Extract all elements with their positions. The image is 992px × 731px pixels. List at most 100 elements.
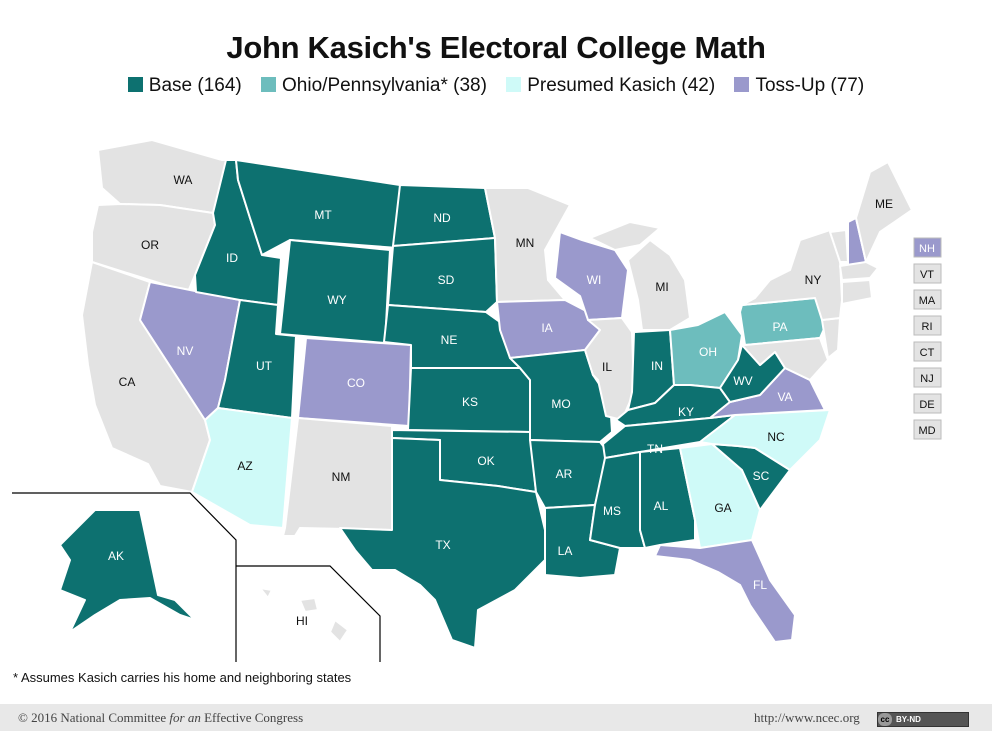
box-ma[interactable] <box>913 289 942 310</box>
legend-swatch-ohio-pennsylvania <box>261 77 277 92</box>
label-ga: GA <box>714 501 731 515</box>
state-hi[interactable] <box>259 587 349 643</box>
legend-label-ohio-pennsylvania: Ohio/Pennsylvania* (38) <box>282 75 487 96</box>
label-la: LA <box>558 544 573 558</box>
label-ak: AK <box>108 549 124 563</box>
box-nh[interactable] <box>913 237 942 258</box>
label-wi: WI <box>587 273 602 287</box>
label-wv: WV <box>733 374 752 388</box>
state-mn[interactable] <box>484 187 571 303</box>
box-label-nj: NJ <box>920 373 933 385</box>
state-il[interactable] <box>584 317 635 421</box>
label-in: IN <box>651 359 663 373</box>
label-ia: IA <box>541 321 552 335</box>
state-wa[interactable] <box>97 139 229 214</box>
label-al: AL <box>654 499 669 513</box>
footer: © 2016 National Committee for an Effecti… <box>0 704 992 731</box>
label-id: ID <box>226 251 238 265</box>
box-ri[interactable] <box>913 315 942 336</box>
label-ks: KS <box>462 395 478 409</box>
label-me: ME <box>875 197 893 211</box>
label-az: AZ <box>237 459 252 473</box>
state-wy[interactable] <box>279 239 391 344</box>
label-ca: CA <box>119 375 136 389</box>
label-ms: MS <box>603 504 621 518</box>
label-fl: FL <box>753 578 767 592</box>
state-az[interactable] <box>191 407 293 529</box>
box-label-ri: RI <box>922 321 933 333</box>
label-mt: MT <box>314 208 332 222</box>
label-wy: WY <box>327 293 346 307</box>
state-fl[interactable] <box>654 539 796 643</box>
box-label-ct: CT <box>920 347 935 359</box>
box-vt[interactable] <box>913 263 942 284</box>
legend-label-toss-up: Toss-Up (77) <box>755 75 865 96</box>
label-tx: TX <box>435 538 450 552</box>
label-va: VA <box>777 390 792 404</box>
label-mi: MI <box>655 280 668 294</box>
state-tx[interactable] <box>339 437 546 649</box>
footnote: * Assumes Kasich carries his home and ne… <box>13 670 352 685</box>
label-pa: PA <box>772 320 787 334</box>
state-me[interactable] <box>855 161 913 263</box>
cc-license-badge[interactable]: cc BY-ND <box>877 712 969 727</box>
label-tn: TN <box>647 442 663 456</box>
label-co: CO <box>347 376 365 390</box>
state-ak[interactable] <box>59 509 196 633</box>
label-nc: NC <box>767 430 785 444</box>
state-ct-ri[interactable] <box>841 279 873 305</box>
label-il: IL <box>602 360 612 374</box>
legend-label-base: Base (164) <box>148 75 242 96</box>
state-md-de[interactable] <box>741 337 829 381</box>
label-sc: SC <box>753 469 770 483</box>
label-ny: NY <box>805 273 822 287</box>
label-mo: MO <box>551 397 570 411</box>
box-label-vt: VT <box>920 269 934 281</box>
label-nd: ND <box>433 211 451 225</box>
label-nv: NV <box>177 344 194 358</box>
label-ky: KY <box>678 405 694 419</box>
label-or: OR <box>141 238 159 252</box>
small-state-boxes: NH VT MA RI CT NJ DE MD <box>913 237 942 440</box>
state-ut[interactable] <box>217 299 297 419</box>
copyright-text: © 2016 National Committee <box>18 710 170 725</box>
state-ma[interactable] <box>839 261 879 281</box>
box-label-de: DE <box>919 399 934 411</box>
box-label-md: MD <box>918 425 935 437</box>
box-label-ma: MA <box>919 295 936 307</box>
legend-item-ohio-pennsylvania: Ohio/Pennsylvania* (38) <box>261 75 487 97</box>
box-label-nh: NH <box>919 243 935 255</box>
legend-swatch-base <box>127 77 143 92</box>
legend-label-presumed-kasich: Presumed Kasich (42) <box>527 75 716 96</box>
label-ok: OK <box>477 454 494 468</box>
legend-item-presumed-kasich: Presumed Kasich (42) <box>506 75 715 97</box>
box-nj[interactable] <box>913 367 942 388</box>
cc-icon: cc <box>878 713 892 726</box>
license-label: BY-ND <box>896 715 921 724</box>
label-sd: SD <box>438 273 455 287</box>
legend-swatch-presumed-kasich <box>506 77 522 92</box>
label-mn: MN <box>516 236 535 250</box>
legend-swatch-toss-up <box>734 77 750 92</box>
inset-borders <box>12 492 381 662</box>
label-ne: NE <box>441 333 458 347</box>
copyright-italic: for an <box>169 710 201 725</box>
box-ct[interactable] <box>913 341 942 362</box>
label-wa: WA <box>174 173 193 187</box>
label-ut: UT <box>256 359 273 373</box>
label-hi: HI <box>296 614 308 628</box>
label-ar: AR <box>556 467 573 481</box>
legend: Base (164) Ohio/Pennsylvania* (38) Presu… <box>0 75 992 97</box>
copyright: © 2016 National Committee for an Effecti… <box>18 710 303 726</box>
website-link[interactable]: http://www.ncec.org <box>754 710 860 725</box>
box-de[interactable] <box>913 393 942 414</box>
label-nm: NM <box>332 470 351 484</box>
map-title: John Kasich's Electoral College Math <box>226 30 766 65</box>
state-sd[interactable] <box>387 237 498 313</box>
legend-item-base: Base (164) <box>127 75 242 97</box>
legend-item-toss-up: Toss-Up (77) <box>734 75 864 97</box>
state-mi[interactable] <box>589 221 691 331</box>
state-labels: WA OR CA NV ID MT WY UT AZ CO NM ND SD N… <box>108 173 893 628</box>
box-md[interactable] <box>913 419 942 440</box>
